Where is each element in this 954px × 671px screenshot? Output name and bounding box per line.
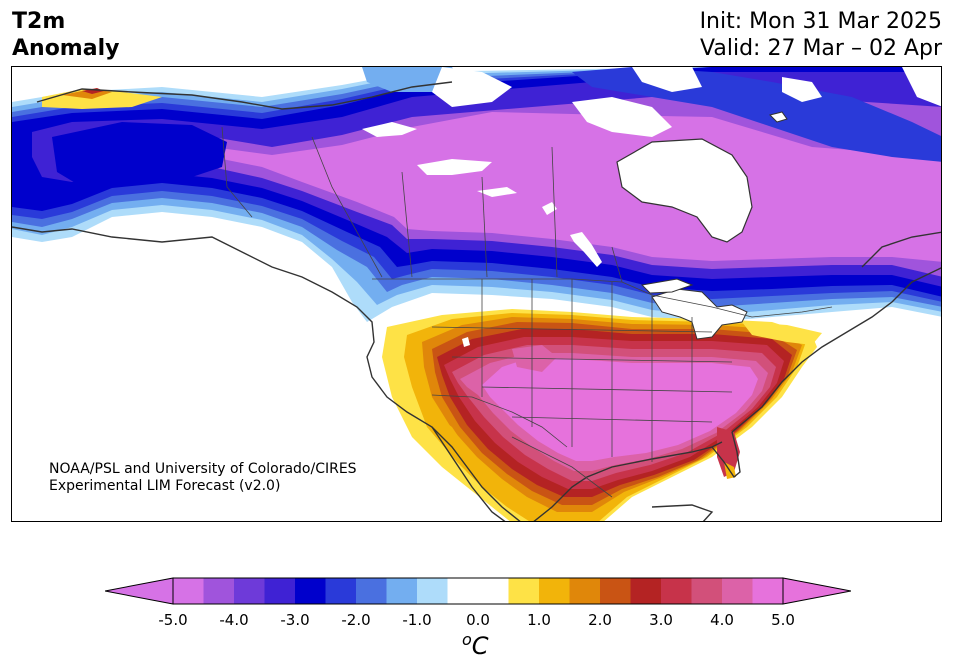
- great-slave-lake: [417, 159, 492, 175]
- colorbar-segment: [630, 578, 662, 604]
- colorbar-segment: [203, 578, 235, 604]
- colorbar-segment: [417, 578, 448, 604]
- colorbar-tick-label: -1.0: [402, 611, 432, 629]
- colorbar-over-extend: [782, 577, 851, 605]
- anomaly-band-cold-extreme: [212, 112, 941, 262]
- hudson-bay: [616, 138, 753, 243]
- colorbar-segment: [234, 578, 265, 604]
- water-bodies: [362, 67, 941, 347]
- map-canvas: [12, 67, 941, 521]
- athabasca-lake: [477, 187, 517, 197]
- baffin-gap: [632, 67, 702, 92]
- political-borders: [221, 126, 833, 498]
- warm-anomaly-field: [382, 309, 822, 521]
- coastlines: [12, 81, 941, 521]
- lake-winnipeg: [570, 232, 602, 267]
- canada-east-coast: [861, 231, 941, 268]
- northeast-warm: [742, 322, 822, 345]
- reindeer-lake: [542, 202, 557, 215]
- canada-province-3: [481, 176, 488, 278]
- gulf-coast: [533, 441, 723, 521]
- colorbar-segment: [173, 578, 204, 604]
- mexico-states: [511, 436, 613, 498]
- arctic-gap-1: [432, 67, 512, 107]
- us-mexico-border: [431, 394, 568, 448]
- colorbar-tick-labels: -5.0 -4.0 -3.0 -2.0 -1.0 0.0 1.0 2.0 3.0 4.0 5.0: [0, 611, 954, 631]
- colorbar-unit: oC: [462, 630, 489, 660]
- baja-warm: [432, 412, 487, 487]
- colorbar-segment: [325, 578, 357, 604]
- colorbar-tick-label: 5.0: [771, 611, 795, 629]
- title-line-1: T2m: [12, 9, 66, 34]
- yucatan-coast: [651, 504, 714, 521]
- arctic-white-small: [769, 111, 788, 123]
- colorbar-tick-label: -3.0: [280, 611, 310, 629]
- colorbar-tick-label: 3.0: [649, 611, 673, 629]
- anomaly-band-warm-extreme: [482, 357, 758, 461]
- colorbar-segment: [661, 578, 692, 604]
- colorbar-segments: [105, 577, 851, 605]
- colorbar-tick-label: -2.0: [341, 611, 371, 629]
- florida-coast: [711, 431, 741, 479]
- arctic-island-band: [572, 67, 941, 162]
- colorbar-tick-label: 1.0: [527, 611, 551, 629]
- colorbar-tick-label: -4.0: [219, 611, 249, 629]
- lake-superior: [640, 278, 694, 294]
- cold-anomaly-field: [12, 67, 941, 322]
- canada-province-2: [401, 171, 413, 278]
- credit-text: NOAA/PSL and University of Colorado/CIRE…: [49, 461, 357, 495]
- anomaly-map: [11, 66, 942, 522]
- alaska-canada-border: [221, 126, 253, 218]
- alaska-cold-core: [52, 122, 227, 187]
- map-title: T2m Anomaly: [12, 8, 119, 62]
- canada-province-4: [551, 146, 558, 278]
- colorbar-segment: [691, 578, 723, 604]
- colorbar-under-extend: [105, 577, 174, 605]
- colorbar-segment: [722, 578, 753, 604]
- arctic-gap-3: [782, 77, 822, 102]
- colorbar-tick-label: 4.0: [710, 611, 734, 629]
- unit-degree: o: [462, 630, 472, 649]
- greenland-gap: [902, 67, 941, 107]
- valid-range: Valid: 27 Mar – 02 Apr: [700, 36, 942, 61]
- colorbar-segment: [539, 578, 570, 604]
- us-canada-border: [372, 278, 833, 318]
- great-salt-lake: [462, 337, 470, 347]
- great-bear-lake: [362, 122, 417, 137]
- colorbar-segment: [569, 578, 601, 604]
- colorbar-segment: [478, 578, 509, 604]
- us-states-h3: [481, 386, 733, 393]
- colorbar-tick-label: -5.0: [158, 611, 188, 629]
- colorbar-segment: [356, 578, 387, 604]
- title-line-2: Anomaly: [12, 36, 120, 61]
- credit-line-1: NOAA/PSL and University of Colorado/CIRE…: [49, 461, 357, 477]
- colorbar-segment: [508, 578, 540, 604]
- canada-province-5: [611, 246, 623, 283]
- colorbar-tick-label: 2.0: [588, 611, 612, 629]
- init-date: Init: Mon 31 Mar 2025: [699, 9, 942, 34]
- colorbar-segment: [264, 578, 296, 604]
- colorbar-segment: [386, 578, 418, 604]
- colorbar-segment: [752, 578, 784, 604]
- pacific-coast: [12, 226, 521, 521]
- colorbar-segment: [600, 578, 631, 604]
- colorbar-tick-label: 0.0: [466, 611, 490, 629]
- mexico-coast-west: [431, 426, 506, 521]
- us-states-h2: [451, 356, 733, 363]
- canada-province-1: [311, 136, 383, 278]
- colorbar-segment: [447, 578, 479, 604]
- arctic-gap-2: [572, 97, 672, 137]
- atlantic-coast: [731, 267, 941, 433]
- colorbar-outline: [172, 577, 784, 605]
- colorbar-segment: [295, 578, 326, 604]
- credit-line-2: Experimental LIM Forecast (v2.0): [49, 478, 281, 494]
- great-lakes: [651, 288, 748, 340]
- alaska-north-coast: [36, 81, 453, 110]
- forecast-dates: Init: Mon 31 Mar 2025 Valid: 27 Mar – 02…: [700, 8, 942, 62]
- unit-letter: C: [471, 632, 489, 660]
- colorbar: [105, 577, 851, 605]
